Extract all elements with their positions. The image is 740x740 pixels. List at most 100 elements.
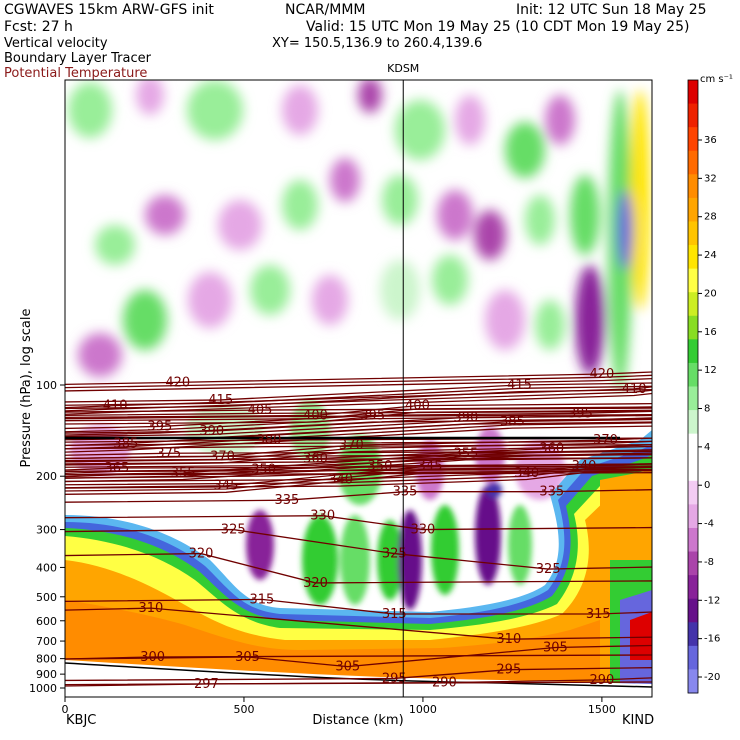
x-axis-label: Distance (km) bbox=[312, 713, 403, 728]
y-tick-label: 300 bbox=[36, 524, 57, 537]
theta-label: 395 bbox=[147, 419, 172, 434]
colorbar-swatch bbox=[688, 551, 698, 576]
theta-label: 415 bbox=[208, 393, 233, 408]
theta-label: 375 bbox=[156, 446, 181, 461]
colorbar-tick-label: -8 bbox=[704, 557, 714, 568]
theta-contour bbox=[65, 552, 652, 584]
theta-contour bbox=[65, 463, 652, 483]
theta-contour bbox=[65, 382, 652, 403]
colorbar-tick-label: -16 bbox=[704, 634, 720, 645]
forecast-hour: Fcst: 27 h bbox=[4, 19, 73, 35]
theta-label: 380 bbox=[257, 433, 282, 448]
colorbar-unit: cm s⁻¹ bbox=[700, 74, 733, 85]
theta-label: 385 bbox=[500, 415, 525, 430]
theta-label: 325 bbox=[382, 547, 407, 562]
colorbar-swatch bbox=[688, 386, 698, 411]
colorbar-swatch bbox=[688, 457, 698, 482]
plot-area: 420 420 415 415 410 410 405 400 400 395 395 395 390 3… bbox=[65, 80, 652, 697]
theta-label: 400 bbox=[303, 408, 328, 423]
theta-contour bbox=[65, 406, 652, 422]
y-tick-label: 500 bbox=[36, 591, 57, 604]
theta-label: 340 bbox=[328, 472, 353, 487]
colorbar-tick-label: 8 bbox=[704, 404, 710, 415]
colorbar-swatch bbox=[688, 575, 698, 600]
theta-contour bbox=[65, 403, 652, 419]
theta-label: 340 bbox=[514, 466, 539, 481]
theta-contour bbox=[65, 414, 652, 434]
theta-label: 295 bbox=[496, 663, 521, 678]
theta-label: 370 bbox=[210, 449, 235, 464]
theta-label: 340 bbox=[572, 459, 597, 474]
theta-label: 305 bbox=[543, 640, 568, 655]
theta-label: 395 bbox=[568, 406, 593, 421]
colorbar-swatch bbox=[688, 669, 698, 694]
y-tick-label: 600 bbox=[36, 615, 57, 628]
x-tick-label: 0 bbox=[62, 703, 69, 716]
theta-label: 310 bbox=[496, 632, 521, 647]
colorbar-swatch bbox=[688, 103, 698, 128]
theta-contour bbox=[65, 418, 652, 438]
theta-contour bbox=[65, 449, 652, 465]
colorbar-tick-label: 32 bbox=[704, 173, 717, 184]
theta-contour bbox=[65, 389, 652, 412]
theta-contour bbox=[65, 392, 652, 415]
theta-label: 335 bbox=[275, 493, 300, 508]
theta-contour bbox=[65, 410, 652, 430]
theta-contour bbox=[65, 677, 652, 686]
colorbar-tick-label: 12 bbox=[704, 365, 717, 376]
organization-label: NCAR/MMM bbox=[285, 2, 366, 18]
colorbar-swatch bbox=[688, 80, 698, 105]
theta-label: 320 bbox=[189, 547, 214, 562]
x-tick-label: 1000 bbox=[409, 703, 437, 716]
colorbar-swatch bbox=[688, 480, 698, 505]
colorbar-tick-label: 0 bbox=[704, 480, 710, 491]
theta-label: 350 bbox=[368, 459, 393, 474]
theta-label: 315 bbox=[249, 592, 274, 607]
theta-contour bbox=[65, 463, 652, 489]
theta-contour bbox=[65, 409, 652, 425]
theta-contour bbox=[65, 437, 652, 460]
colorbar-swatch bbox=[688, 174, 698, 199]
colorbar-swatch bbox=[688, 127, 698, 152]
theta-label: 420 bbox=[589, 367, 614, 382]
theta-label: 355 bbox=[453, 446, 478, 461]
theta-labels: 420 420 415 415 410 410 405 400 400 395 395 395 390 3… bbox=[103, 367, 647, 692]
theta-label: 345 bbox=[418, 459, 443, 474]
theta-contour bbox=[65, 607, 652, 640]
colorbar-tick-label: 20 bbox=[704, 288, 717, 299]
colorbar-swatch bbox=[688, 598, 698, 623]
theta-label: 305 bbox=[235, 650, 260, 665]
theta-contour bbox=[65, 465, 652, 471]
theta-label: 410 bbox=[103, 399, 128, 414]
theta-label: 360 bbox=[539, 441, 564, 456]
theta-contour bbox=[65, 414, 652, 420]
theta-label: 290 bbox=[432, 676, 457, 691]
colorbar-tick-label: 36 bbox=[704, 135, 717, 146]
y-tick-label: 1000 bbox=[29, 682, 57, 695]
y-tick-label: 700 bbox=[36, 635, 57, 648]
theta-contour bbox=[65, 452, 652, 468]
colorbar-swatch bbox=[688, 245, 698, 270]
theta-label: 297 bbox=[194, 677, 219, 692]
colorbar-tick-label: -20 bbox=[704, 672, 720, 683]
y-axis-label: Pressure (hPa), log scale bbox=[19, 309, 34, 468]
theta-label: 310 bbox=[138, 601, 163, 616]
colorbar: 36 32 28 24 20 16 12 8 4 0 -4 -8 -12 -16 -20 bbox=[687, 79, 720, 694]
mid-station-label: KDSM bbox=[387, 62, 419, 75]
theta-label: 345 bbox=[214, 479, 239, 494]
colorbar-swatch bbox=[688, 268, 698, 293]
plot-frame bbox=[64, 79, 653, 698]
init-time: Init: 12 UTC Sun 18 May 25 bbox=[516, 2, 707, 18]
theta-label: 305 bbox=[335, 660, 360, 675]
right-station-label: KIND bbox=[622, 713, 654, 728]
theta-contour bbox=[65, 371, 652, 385]
colorbar-tick-label: 24 bbox=[704, 250, 717, 261]
theta-label: 410 bbox=[622, 382, 647, 397]
theta-label: 330 bbox=[310, 509, 335, 524]
colorbar-tick-label: 4 bbox=[704, 442, 710, 453]
theta-label: 360 bbox=[303, 452, 328, 467]
theta-contour bbox=[65, 466, 652, 486]
colorbar-tick-label: -12 bbox=[704, 595, 720, 606]
colorbar-swatch bbox=[688, 527, 698, 553]
